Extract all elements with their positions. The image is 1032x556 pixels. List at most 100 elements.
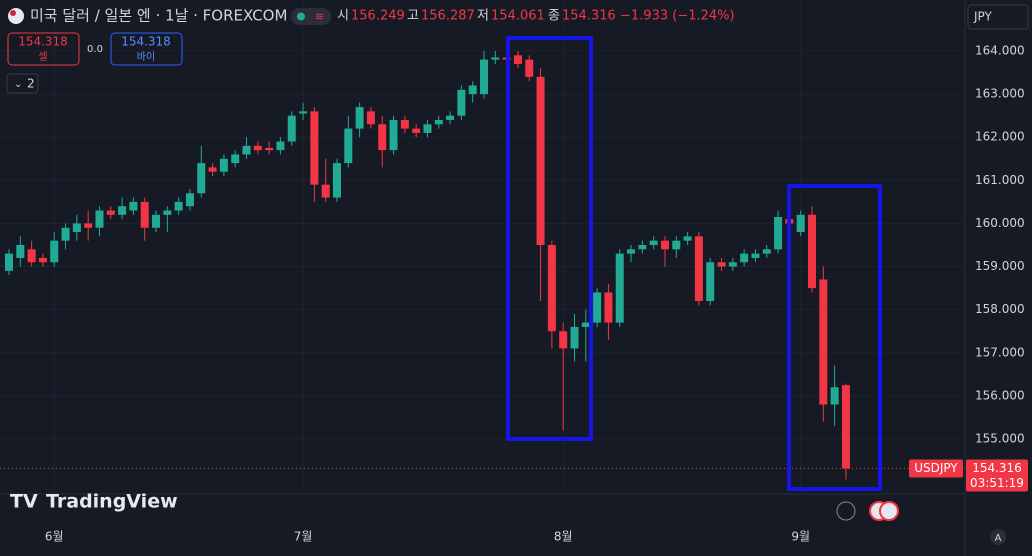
candle-body (38, 257, 47, 263)
y-tick-label: 156.000 (975, 388, 1025, 402)
buy-button[interactable] (110, 32, 183, 66)
candle-body (593, 292, 602, 323)
candle-body (706, 262, 715, 302)
x-tick-label: 8월 (554, 530, 573, 544)
price-tag (966, 459, 1028, 492)
candle-body (683, 236, 692, 241)
logo-mark: 𝗧𝗩 (10, 491, 38, 513)
candle-body (660, 240, 669, 250)
candle-body (185, 193, 194, 207)
event-icon[interactable] (836, 501, 856, 521)
candle-body (332, 163, 341, 198)
candle-body (219, 158, 228, 172)
candle-body (197, 163, 206, 194)
ohlc-label: 시 (337, 9, 349, 24)
candle-body (72, 223, 81, 233)
spread: 0.0 (87, 44, 103, 55)
candle-body (740, 253, 749, 263)
candle-body (321, 184, 330, 198)
candle-body (276, 141, 285, 151)
candle-body (491, 57, 500, 60)
candle-body (480, 59, 489, 95)
status-icon: ≋ (315, 10, 324, 23)
logo: TradingView (46, 491, 178, 513)
currency-button[interactable] (967, 4, 1029, 30)
y-tick-label: 158.000 (975, 302, 1025, 316)
candle-body (366, 111, 375, 125)
candle-body (118, 206, 127, 215)
candle-body (253, 145, 262, 151)
currency: JPY (973, 10, 993, 24)
candle-body (457, 89, 466, 116)
candle-body (129, 201, 138, 211)
candle-body (287, 115, 296, 142)
candle-body (513, 55, 522, 64)
status-dot (297, 12, 305, 21)
y-tick-label: 162.000 (975, 130, 1025, 144)
event-icon[interactable] (879, 501, 899, 521)
candle-body (140, 201, 149, 228)
candle-body (751, 253, 760, 258)
chevron: ⌄ (14, 79, 22, 90)
candle-body (830, 387, 839, 405)
price-tag-value: 154.316 (972, 461, 1022, 475)
indicator-toggle[interactable] (6, 73, 39, 94)
candle-body (412, 128, 421, 133)
ohlc-value: 154.316 (562, 9, 616, 24)
y-tick-label: 155.000 (975, 431, 1025, 445)
ohlc-label: 종 (548, 9, 560, 24)
candle-body (627, 249, 636, 254)
candle-body (423, 124, 432, 133)
candle-body (468, 85, 477, 95)
sell-label: 셀 (38, 51, 47, 63)
candle-body (570, 326, 579, 349)
flag-icon (8, 8, 24, 24)
symbol-tag-label: USDJPY (914, 461, 958, 475)
candle-body (841, 385, 850, 469)
ohlc-value: 156.249 (351, 9, 405, 24)
candle-body (95, 210, 104, 228)
candle-body (547, 244, 556, 332)
candle-body (50, 240, 59, 263)
candle-body (615, 253, 624, 323)
candle-body (61, 227, 70, 241)
symbol-title[interactable]: 미국 달러 / 일본 엔 · 1날 · FOREXCOM (30, 7, 287, 25)
status-badge[interactable] (291, 8, 331, 25)
candle-body (446, 115, 455, 120)
plot (0, 0, 965, 494)
candle-body (106, 210, 115, 215)
ohlc-label: 저 (477, 9, 489, 24)
candle-body (389, 119, 398, 151)
candle-body (604, 292, 613, 323)
highlight-box (506, 36, 593, 441)
candle-body (5, 253, 13, 271)
candle-body (242, 145, 251, 155)
flag-icon (10, 10, 16, 16)
candle-body (152, 214, 161, 228)
candle-body (808, 214, 817, 289)
candle-body (16, 244, 25, 258)
highlight-box (787, 184, 882, 491)
x-tick-label: 6월 (45, 530, 64, 544)
y-tick-label: 164.000 (975, 43, 1025, 57)
candle-body (559, 331, 568, 349)
candle-body (231, 154, 240, 164)
candle-body (310, 111, 319, 185)
auto-button[interactable] (990, 529, 1006, 545)
ohlc-label: 고 (407, 9, 419, 24)
y-tick-label: 160.000 (975, 216, 1025, 230)
candle-body (694, 236, 703, 302)
y-tick-label: 159.000 (975, 259, 1025, 273)
candle-body (344, 128, 353, 164)
x-tick-label: 7월 (294, 530, 313, 544)
candle-body (796, 214, 805, 233)
candle-body (819, 279, 828, 405)
candle-body (638, 244, 647, 250)
sell-price: 154.318 (18, 35, 68, 49)
candle-body (400, 119, 409, 129)
candle-body (581, 322, 590, 327)
symbol-tag (909, 459, 963, 478)
sell-button[interactable] (7, 32, 80, 66)
